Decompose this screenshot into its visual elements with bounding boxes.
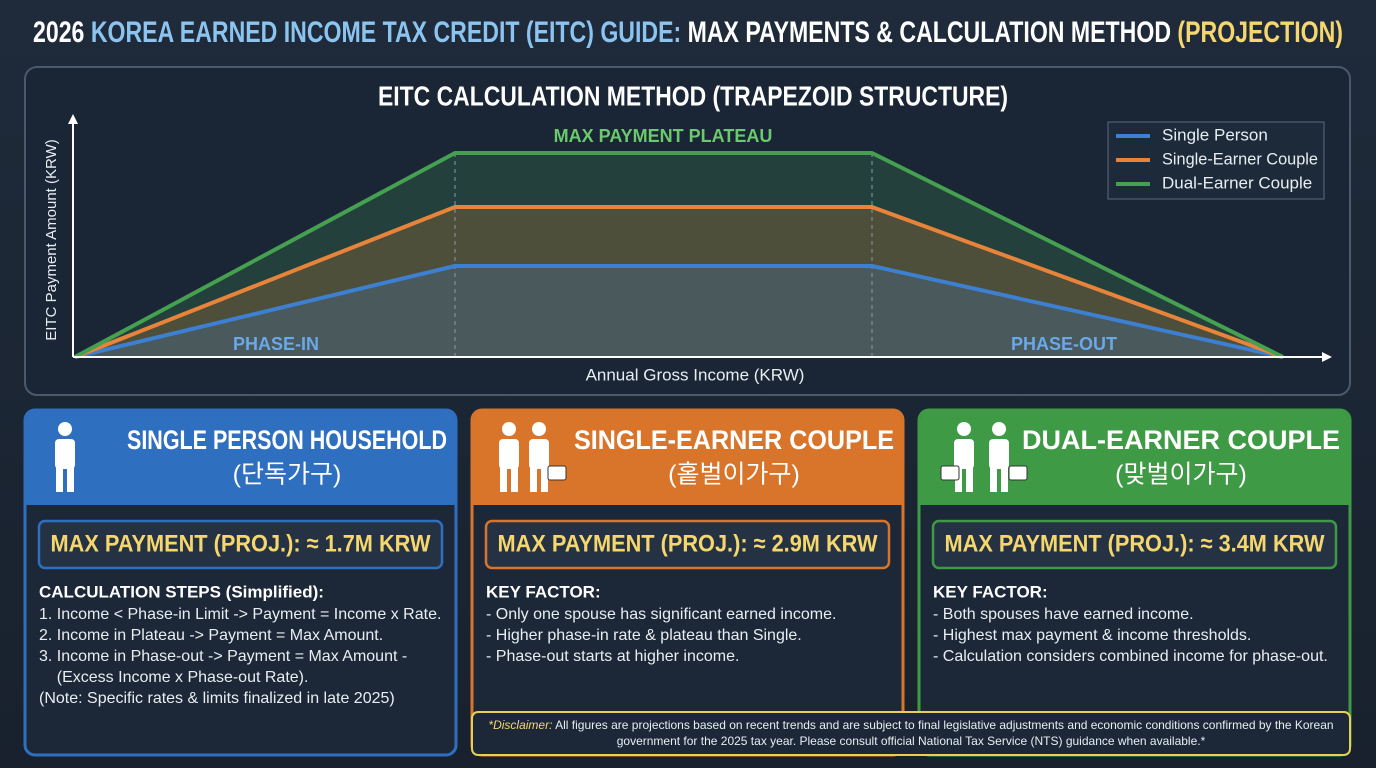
icon-head	[58, 422, 72, 436]
panel-title: SINGLE-EARNER COUPLE	[574, 425, 894, 455]
x-axis-label: Annual Gross Income (KRW)	[586, 365, 805, 384]
icon-leg	[541, 466, 548, 492]
panel-line: 2. Income in Plateau -> Payment = Max Am…	[39, 627, 383, 644]
icon-leg	[966, 466, 973, 492]
disclaimer-line: government for the 2025 tax year. Please…	[617, 734, 1206, 748]
panel-heading: KEY FACTOR:	[933, 582, 1048, 601]
max-payment: MAX PAYMENT (PROJ.): ≈ 2.9M KRW	[498, 530, 878, 557]
max-payment-box	[484, 519, 891, 570]
diagram-title: EITC CALCULATION METHOD (TRAPEZOID STRUC…	[378, 80, 1008, 111]
panel-line: 1. Income < Phase-in Limit -> Payment = …	[39, 606, 441, 623]
icon-leg	[530, 466, 537, 492]
trapezoid-area	[75, 153, 1283, 357]
panel-header	[26, 411, 455, 505]
disclaimer-label: *Disclaimer:	[488, 718, 552, 732]
panel-line: - Higher phase-in rate & plateau than Si…	[486, 627, 802, 644]
panel-line: 3. Income in Phase-out -> Payment = Max …	[39, 648, 407, 665]
panel-header	[473, 411, 902, 505]
title-part: KOREA EARNED INCOME TAX CREDIT (EITC) GU…	[91, 16, 681, 49]
phase-in-label: PHASE-IN	[233, 334, 319, 354]
disclaimer-text: All figures are projections based on rec…	[552, 718, 1333, 732]
icon-leg	[1001, 466, 1008, 492]
title-part: (PROJECTION)	[1177, 16, 1343, 49]
panel-line: - Calculation considers combined income …	[933, 648, 1328, 665]
trapezoid-line	[74, 205, 1284, 359]
icon-briefcase	[1008, 465, 1028, 481]
panel-icon	[940, 422, 1028, 492]
panel-heading: CALCULATION STEPS (Simplified):	[39, 582, 324, 601]
panel-line: - Both spouses have earned income.	[933, 606, 1194, 623]
trapezoid-line	[74, 264, 1284, 359]
icon-leg	[511, 466, 518, 492]
panel-icon	[499, 422, 567, 492]
y-axis-label: EITC Payment Amount (KRW)	[43, 139, 60, 340]
icon-leg	[67, 466, 74, 492]
page-title: 2026 KOREA EARNED INCOME TAX CREDIT (EIT…	[33, 16, 1343, 49]
icon-body	[954, 439, 974, 469]
plateau-label: MAX PAYMENT PLATEAU	[554, 126, 773, 146]
phase-out-label: PHASE-OUT	[1011, 334, 1117, 354]
panel-title: DUAL-EARNER COUPLE	[1022, 425, 1340, 455]
panel-line: - Highest max payment & income threshold…	[933, 627, 1251, 644]
icon-body	[989, 439, 1009, 469]
icon-leg	[990, 466, 997, 492]
panel-subtitle: (홑벌이가구)	[668, 461, 800, 489]
panel-line: - Phase-out starts at higher income.	[486, 648, 739, 665]
legend-label: Single Person	[1162, 125, 1268, 144]
panel-title: SINGLE PERSON HOUSEHOLD	[127, 425, 447, 455]
disclaimer-line: *Disclaimer: All figures are projections…	[488, 718, 1333, 732]
disclaimer-box	[471, 711, 1351, 756]
trapezoid-area	[75, 207, 1283, 357]
panel-line: (Excess Income x Phase-out Rate).	[39, 669, 308, 686]
icon-head	[957, 422, 971, 436]
x-axis-arrow	[1322, 352, 1332, 362]
max-payment: MAX PAYMENT (PROJ.): ≈ 3.4M KRW	[945, 530, 1325, 557]
icon-body	[529, 439, 549, 469]
panel-line: - Only one spouse has significant earned…	[486, 606, 836, 623]
icon-body	[499, 439, 519, 469]
panel-subtitle: (맞벌이가구)	[1115, 461, 1247, 489]
trapezoid-area	[75, 266, 1283, 357]
icon-head	[532, 422, 546, 436]
title-part: MAX PAYMENTS & CALCULATION METHOD	[681, 16, 1177, 49]
legend-label: Single-Earner Couple	[1162, 149, 1318, 168]
panel-heading: KEY FACTOR:	[486, 582, 601, 601]
diagram-frame	[24, 66, 1351, 396]
legend-label: Dual-Earner Couple	[1162, 173, 1312, 192]
panel-subtitle: (단독가구)	[233, 461, 342, 489]
icon-briefcase	[547, 465, 567, 481]
max-payment: MAX PAYMENT (PROJ.): ≈ 1.7M KRW	[51, 530, 431, 557]
panel-icon	[55, 422, 75, 492]
trapezoid-line	[74, 151, 1284, 359]
y-axis-arrow	[68, 114, 78, 124]
panel-line: (Note: Specific rates & limits finalized…	[39, 690, 395, 707]
icon-head	[502, 422, 516, 436]
icon-body	[55, 439, 75, 469]
max-payment-box	[931, 519, 1338, 570]
max-payment-box	[37, 519, 444, 570]
title-part: 2026	[33, 16, 91, 49]
icon-leg	[56, 466, 63, 492]
icon-head	[992, 422, 1006, 436]
icon-briefcase	[940, 465, 960, 481]
icon-leg	[500, 466, 507, 492]
panel-header	[920, 411, 1349, 505]
